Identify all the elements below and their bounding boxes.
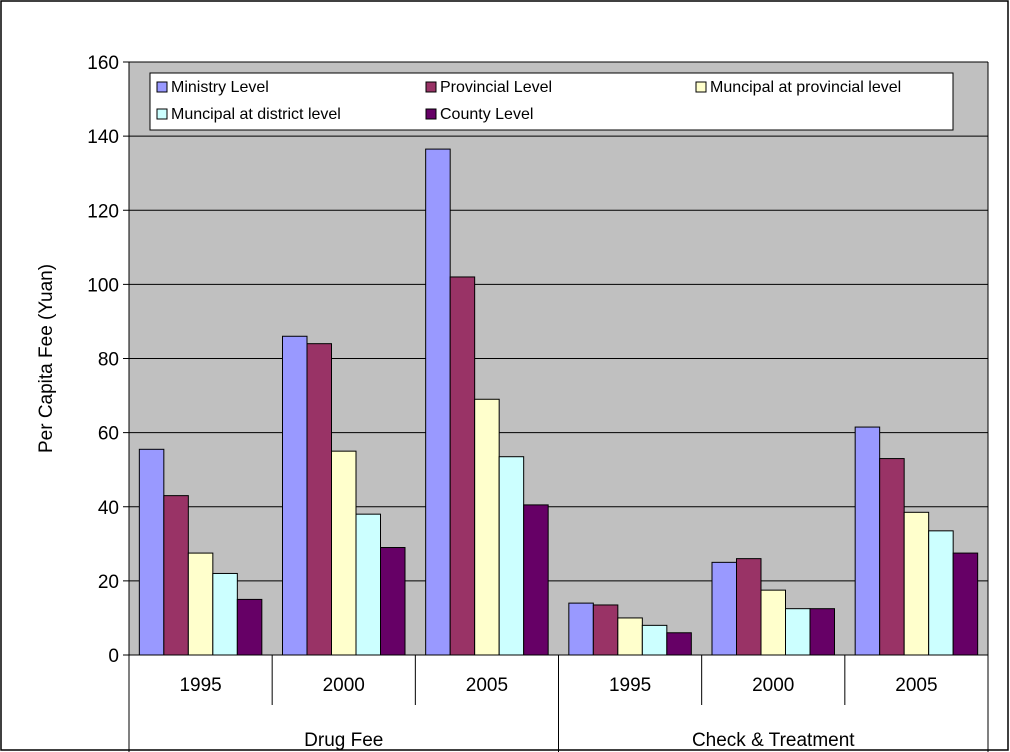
bar [809,608,835,656]
y-tick-label: 40 [98,498,119,519]
legend-swatch [425,108,437,120]
bar [903,511,930,656]
legend-label: Muncipal at district level [171,106,341,123]
bar [879,458,905,656]
y-tick-label: 60 [98,424,119,445]
bar [711,561,737,656]
bar [928,530,954,656]
bar [760,589,786,656]
y-tick-label: 80 [98,350,119,371]
legend-label: Muncipal at provincial level [710,79,901,96]
legend-swatch [156,81,168,93]
y-tick-label: 120 [87,201,119,222]
bar [449,276,476,656]
y-tick-label: 20 [98,572,119,593]
y-tick-label: 160 [87,53,119,74]
bar [212,572,238,656]
category-label: 1995 [179,675,221,696]
bar [952,552,979,656]
bar [282,335,308,656]
bar [187,552,214,656]
bar [306,343,332,656]
bar [523,504,549,656]
bar [474,398,500,656]
legend-swatch [695,81,707,93]
y-tick-label: 140 [87,127,119,148]
bar [568,602,594,656]
legend-box [149,72,954,131]
bar [138,448,165,656]
category-label: 2005 [895,675,937,696]
bar [617,617,643,656]
bar [666,632,692,656]
bar [236,598,263,656]
bar [785,608,811,656]
y-axis-title: Per Capita Fee (Yuan) [36,264,57,453]
bar [425,148,451,656]
bar [331,450,357,656]
category-label: 1995 [609,675,651,696]
legend-label: Provincial Level [440,79,552,96]
group-label: Check & Treatment [692,730,855,751]
bar [355,513,381,656]
y-tick-label: 100 [87,275,119,296]
y-tick-label: 0 [108,646,119,667]
legend-swatch [156,108,168,120]
category-label: 2005 [466,675,508,696]
category-label: 2000 [752,675,794,696]
bar [592,604,619,656]
bar [641,624,668,656]
group-label: Drug Fee [304,730,383,751]
legend-label: County Level [440,106,533,123]
bar [380,547,406,656]
bar [854,426,881,656]
category-label: 2000 [323,675,365,696]
bar [163,495,189,656]
bar [498,456,525,656]
legend-swatch [425,81,437,93]
bar [736,558,762,656]
legend-label: Ministry Level [171,79,269,96]
